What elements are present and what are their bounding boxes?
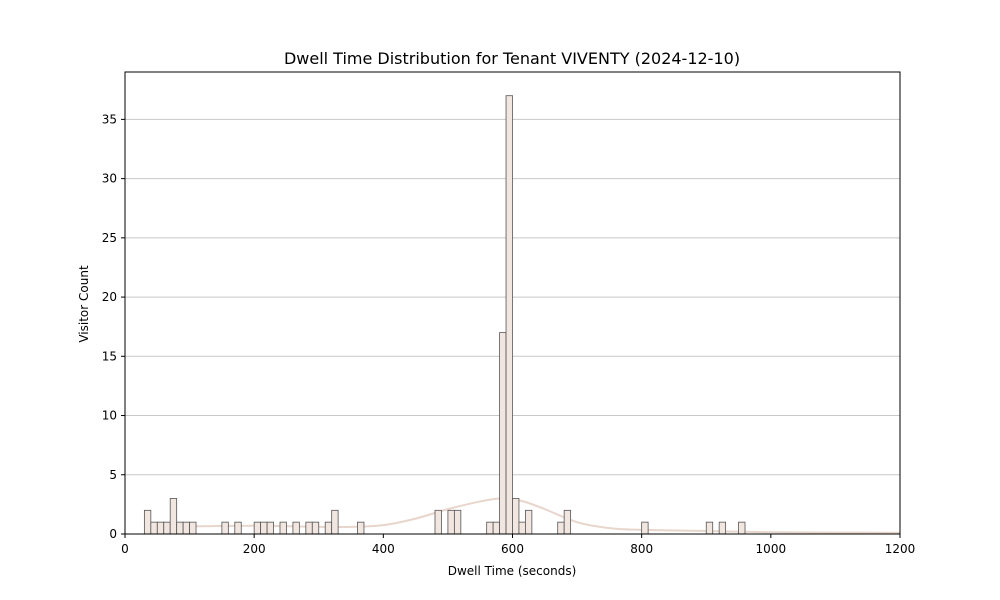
histogram-bar [189,521,197,535]
histogram-bar [434,509,442,535]
histogram-bar [518,521,526,535]
histogram-bar [234,521,242,535]
histogram-bar [279,521,287,535]
histogram-bar [305,521,313,535]
histogram-bar [331,509,339,535]
histogram-bar [505,95,513,535]
x-tick-label: 400 [372,542,395,556]
histogram-bar [512,498,520,535]
histogram-bar [525,509,533,535]
histogram-bar [292,521,300,535]
histogram-bar [169,498,178,535]
x-axis-label: Dwell Time (seconds) [448,564,577,578]
histogram-bar [357,521,365,535]
histogram-bar [718,521,727,535]
histogram-bar [266,521,274,535]
histogram-bar [738,521,746,535]
y-tick-label: 35 [102,112,117,126]
histogram-bar [176,521,184,535]
y-tick-label: 25 [102,231,117,245]
y-tick-label: 5 [109,468,117,482]
y-axis-label: Visitor Count [77,265,91,343]
x-tick-label: 600 [501,542,524,556]
histogram-bar [311,521,320,535]
histogram-bar [453,509,462,535]
histogram-bar [557,521,565,535]
x-tick-label: 0 [121,542,129,556]
histogram-bar [253,521,262,535]
histogram-bar [705,521,714,535]
histogram-bar [447,509,455,535]
histogram-bar [163,521,171,535]
y-tick-label: 20 [102,290,117,304]
y-axis-ticks: 0 5 10 15 20 25 30 35 [102,112,125,541]
x-tick-label: 800 [630,542,653,556]
histogram-bars [143,95,746,535]
histogram-bar [143,509,152,535]
histogram-bar [492,521,500,535]
x-tick-label: 1000 [756,542,787,556]
histogram-bar [221,521,229,535]
y-tick-label: 10 [102,409,117,423]
histogram-bar [324,521,333,535]
histogram-bar [563,509,572,535]
chart-title: Dwell Time Distribution for Tenant VIVEN… [284,49,740,68]
histogram-bar [150,521,158,535]
histogram-bar [641,521,649,535]
x-axis-ticks: 0 200 400 600 800 1000 1200 [121,534,915,556]
histogram-bar [486,521,494,535]
y-tick-label: 0 [109,527,117,541]
x-tick-label: 200 [243,542,266,556]
histogram-bar [499,332,507,535]
y-tick-label: 15 [102,349,117,363]
histogram-bar [156,521,165,535]
histogram-bar [182,521,190,535]
x-tick-label: 1200 [885,542,916,556]
histogram-bar [260,521,268,535]
y-tick-label: 30 [102,172,117,186]
